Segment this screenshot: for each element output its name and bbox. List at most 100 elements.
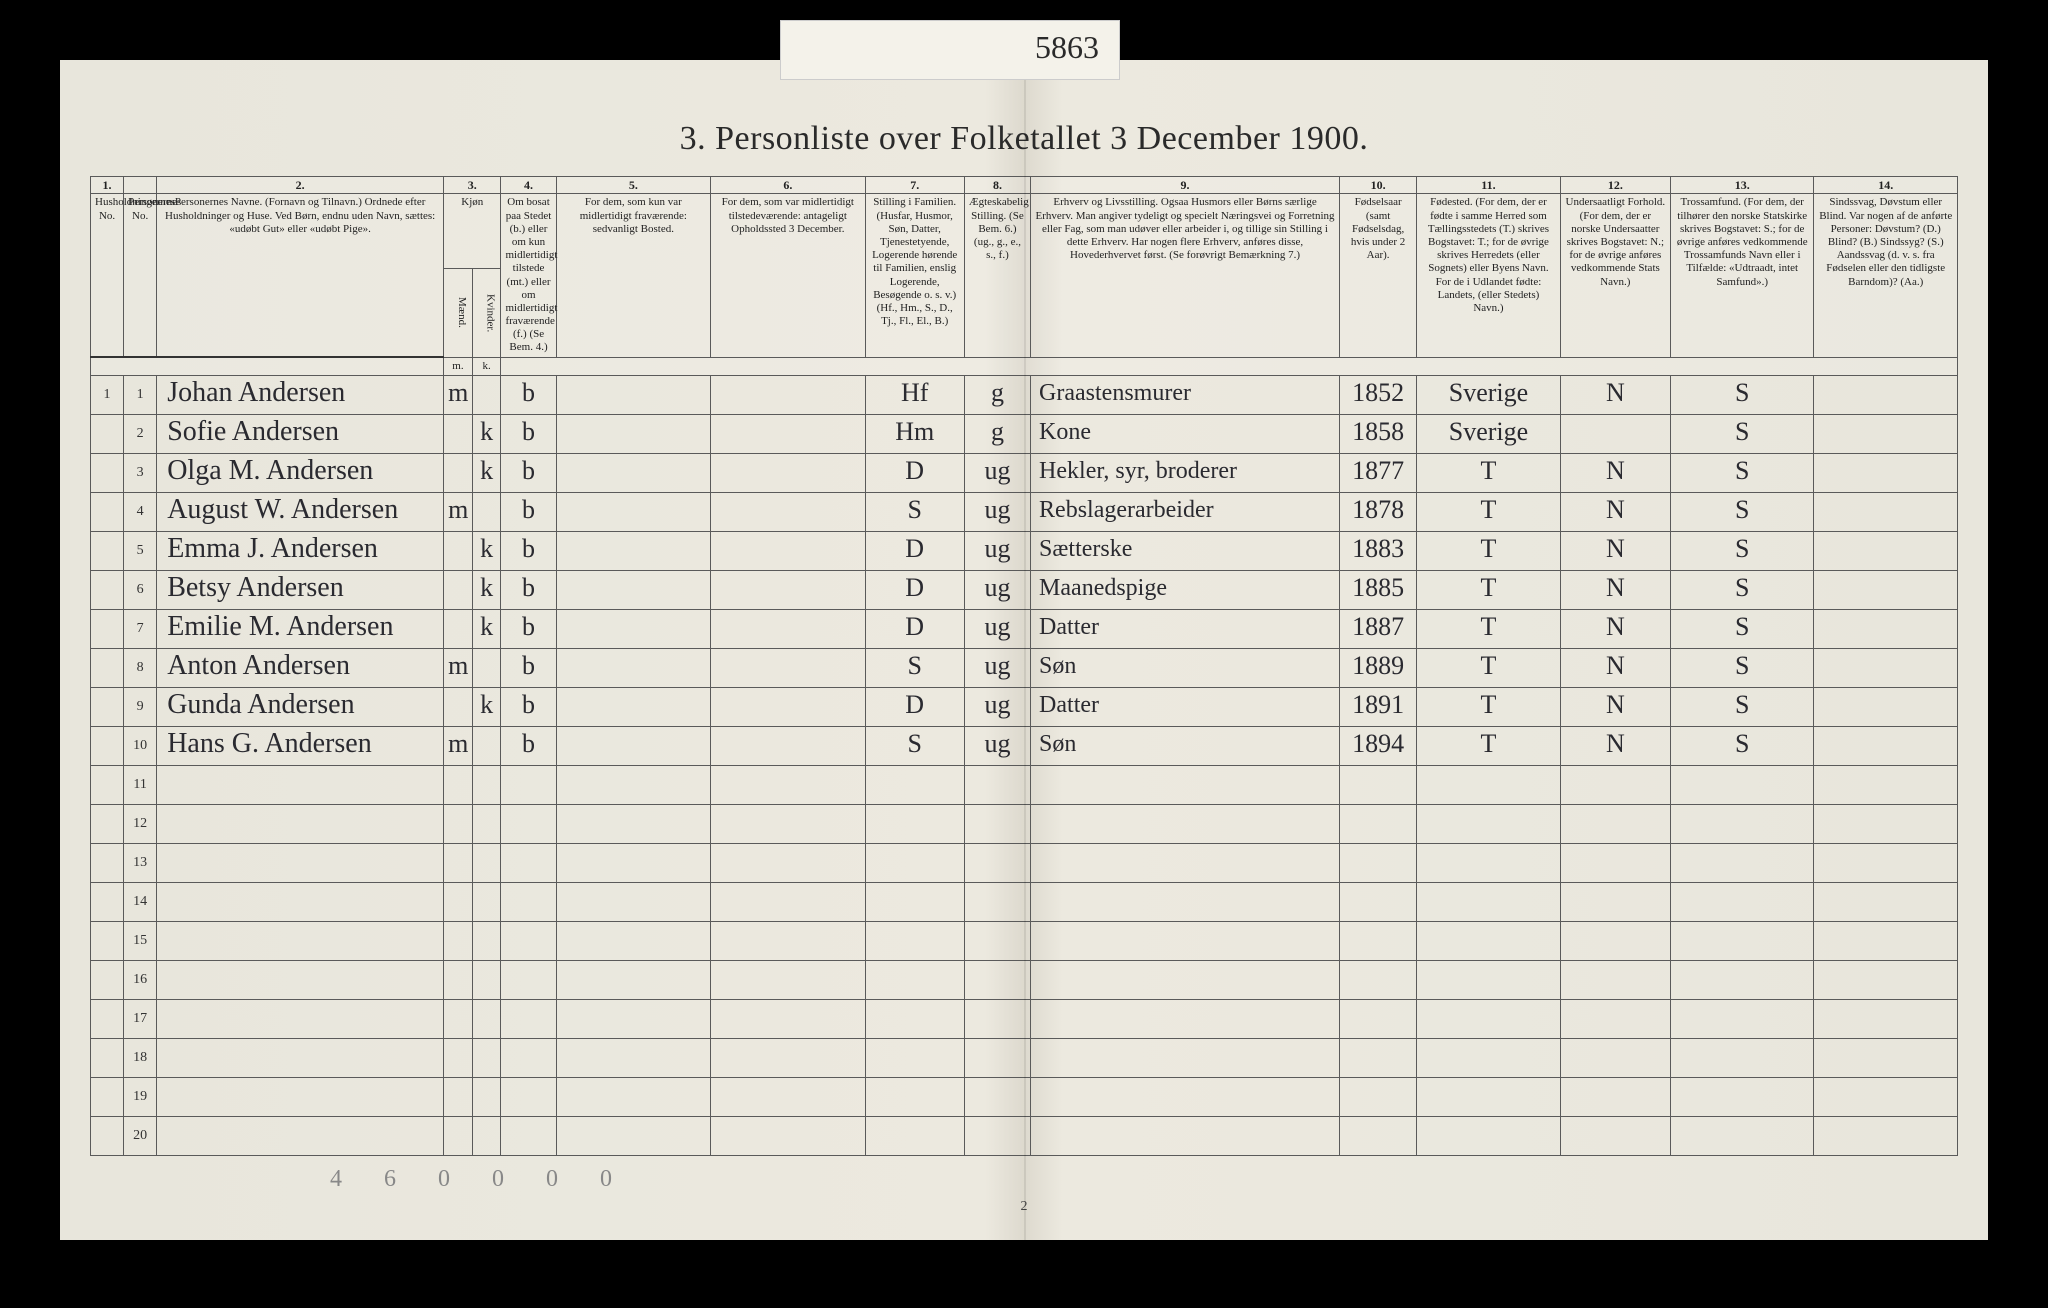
cell-birthplace: Sverige [1417, 375, 1560, 414]
cell-pn: 12 [124, 804, 157, 843]
cell-sex-m [444, 609, 473, 648]
cell-dis [1814, 648, 1958, 687]
page-number: 2 [90, 1199, 1958, 1215]
cell-birthplace: T [1417, 687, 1560, 726]
cell-mar: ug [964, 492, 1030, 531]
cell-sex-m: m [444, 648, 473, 687]
col-residence: Om bosat paa Stedet (b.) eller om kun mi… [501, 194, 556, 357]
footnote-pencil: 4 6 0 0 0 0 [330, 1166, 1958, 1193]
cell-hh [91, 570, 124, 609]
cell-year: 1894 [1340, 726, 1417, 765]
cell-res: b [501, 687, 556, 726]
cell-rel: S [1671, 570, 1814, 609]
colnum: 5. [556, 177, 710, 194]
cell-hh [91, 960, 124, 999]
cell-birthplace: T [1417, 570, 1560, 609]
cell-occ: Hekler, syr, broderer [1031, 453, 1340, 492]
cell-sex-m [444, 453, 473, 492]
cell-pn: 9 [124, 687, 157, 726]
colnum: 14. [1814, 177, 1958, 194]
cell-sex-m [444, 570, 473, 609]
cell-name: Emilie M. Andersen [157, 609, 444, 648]
cell-birthplace: T [1417, 531, 1560, 570]
cell-mar: ug [964, 726, 1030, 765]
cell-occ: Sætterske [1031, 531, 1340, 570]
table-body: 11Johan AndersenmbHfgGraastensmurer1852S… [91, 375, 1958, 1155]
table-row: 4August W. AndersenmbSugRebslagerarbeide… [91, 492, 1958, 531]
cell-sex-k [472, 375, 501, 414]
table-row-empty: 16 [91, 960, 1958, 999]
table-row: 8Anton AndersenmbSugSøn1889TNS [91, 648, 1958, 687]
cell-year: 1877 [1340, 453, 1417, 492]
cell-hh [91, 921, 124, 960]
colnum: 1. [91, 177, 124, 194]
cell-pn: 17 [124, 999, 157, 1038]
cell-sex-m: m [444, 375, 473, 414]
cell-birthplace: T [1417, 453, 1560, 492]
colnum [124, 177, 157, 194]
cell-mar: ug [964, 531, 1030, 570]
cell-sex-m: m [444, 492, 473, 531]
cell-temp [711, 453, 865, 492]
cell-hh [91, 609, 124, 648]
cell-mar: ug [964, 687, 1030, 726]
cell-sex-k: k [472, 570, 501, 609]
cell-rel: S [1671, 375, 1814, 414]
cell-rel: S [1671, 687, 1814, 726]
cell-sex-k: k [472, 687, 501, 726]
cell-hh [91, 492, 124, 531]
colnum: 7. [865, 177, 964, 194]
cell-absent [556, 726, 710, 765]
cell-occ: Rebslagerarbeider [1031, 492, 1340, 531]
cell-name: Emma J. Andersen [157, 531, 444, 570]
subhead-m: m. [444, 357, 473, 375]
cell-pn: 16 [124, 960, 157, 999]
col-temp: For dem, som var midlertidigt tilstedevæ… [711, 194, 865, 357]
cell-pn: 10 [124, 726, 157, 765]
cell-fam: Hf [865, 375, 964, 414]
page-title: 3. Personliste over Folketallet 3 Decemb… [90, 120, 1958, 158]
cell-year: 1891 [1340, 687, 1417, 726]
cell-hh [91, 1077, 124, 1116]
cell-temp [711, 570, 865, 609]
cell-rel: S [1671, 726, 1814, 765]
cell-nat: N [1560, 453, 1670, 492]
cell-hh: 1 [91, 375, 124, 414]
cell-nat: N [1560, 375, 1670, 414]
census-page: 5863 3. Personliste over Folketallet 3 D… [60, 60, 1988, 1240]
cell-nat [1560, 414, 1670, 453]
cell-res: b [501, 531, 556, 570]
cell-dis [1814, 609, 1958, 648]
page-tab-note: 5863 [780, 20, 1120, 80]
cell-year: 1858 [1340, 414, 1417, 453]
cell-fam: D [865, 453, 964, 492]
table-row: 6Betsy AndersenkbDugMaanedspige1885TNS [91, 570, 1958, 609]
cell-res: b [501, 492, 556, 531]
cell-name: Betsy Andersen [157, 570, 444, 609]
cell-absent [556, 609, 710, 648]
cell-mar: ug [964, 453, 1030, 492]
cell-dis [1814, 414, 1958, 453]
cell-sex-k [472, 726, 501, 765]
cell-sex-m [444, 414, 473, 453]
col-marital: Ægteskabelig Stilling. (Se Bem. 6.) (ug.… [964, 194, 1030, 357]
cell-pn: 18 [124, 1038, 157, 1077]
cell-hh [91, 687, 124, 726]
cell-pn: 13 [124, 843, 157, 882]
col-disability: Sindssvag, Døvstum eller Blind. Var noge… [1814, 194, 1958, 357]
cell-rel: S [1671, 453, 1814, 492]
cell-occ: Søn [1031, 726, 1340, 765]
cell-occ: Maanedspige [1031, 570, 1340, 609]
cell-dis [1814, 687, 1958, 726]
cell-nat: N [1560, 726, 1670, 765]
cell-year: 1889 [1340, 648, 1417, 687]
cell-pn: 11 [124, 765, 157, 804]
colnum: 3. [444, 177, 501, 194]
cell-res: b [501, 375, 556, 414]
cell-rel: S [1671, 492, 1814, 531]
cell-sex-m: m [444, 726, 473, 765]
cell-sex-k [472, 492, 501, 531]
cell-dis [1814, 492, 1958, 531]
table-row: 2Sofie AndersenkbHmgKone1858SverigeS [91, 414, 1958, 453]
col-absent: For dem, som kun var midlertidigt fravær… [556, 194, 710, 357]
